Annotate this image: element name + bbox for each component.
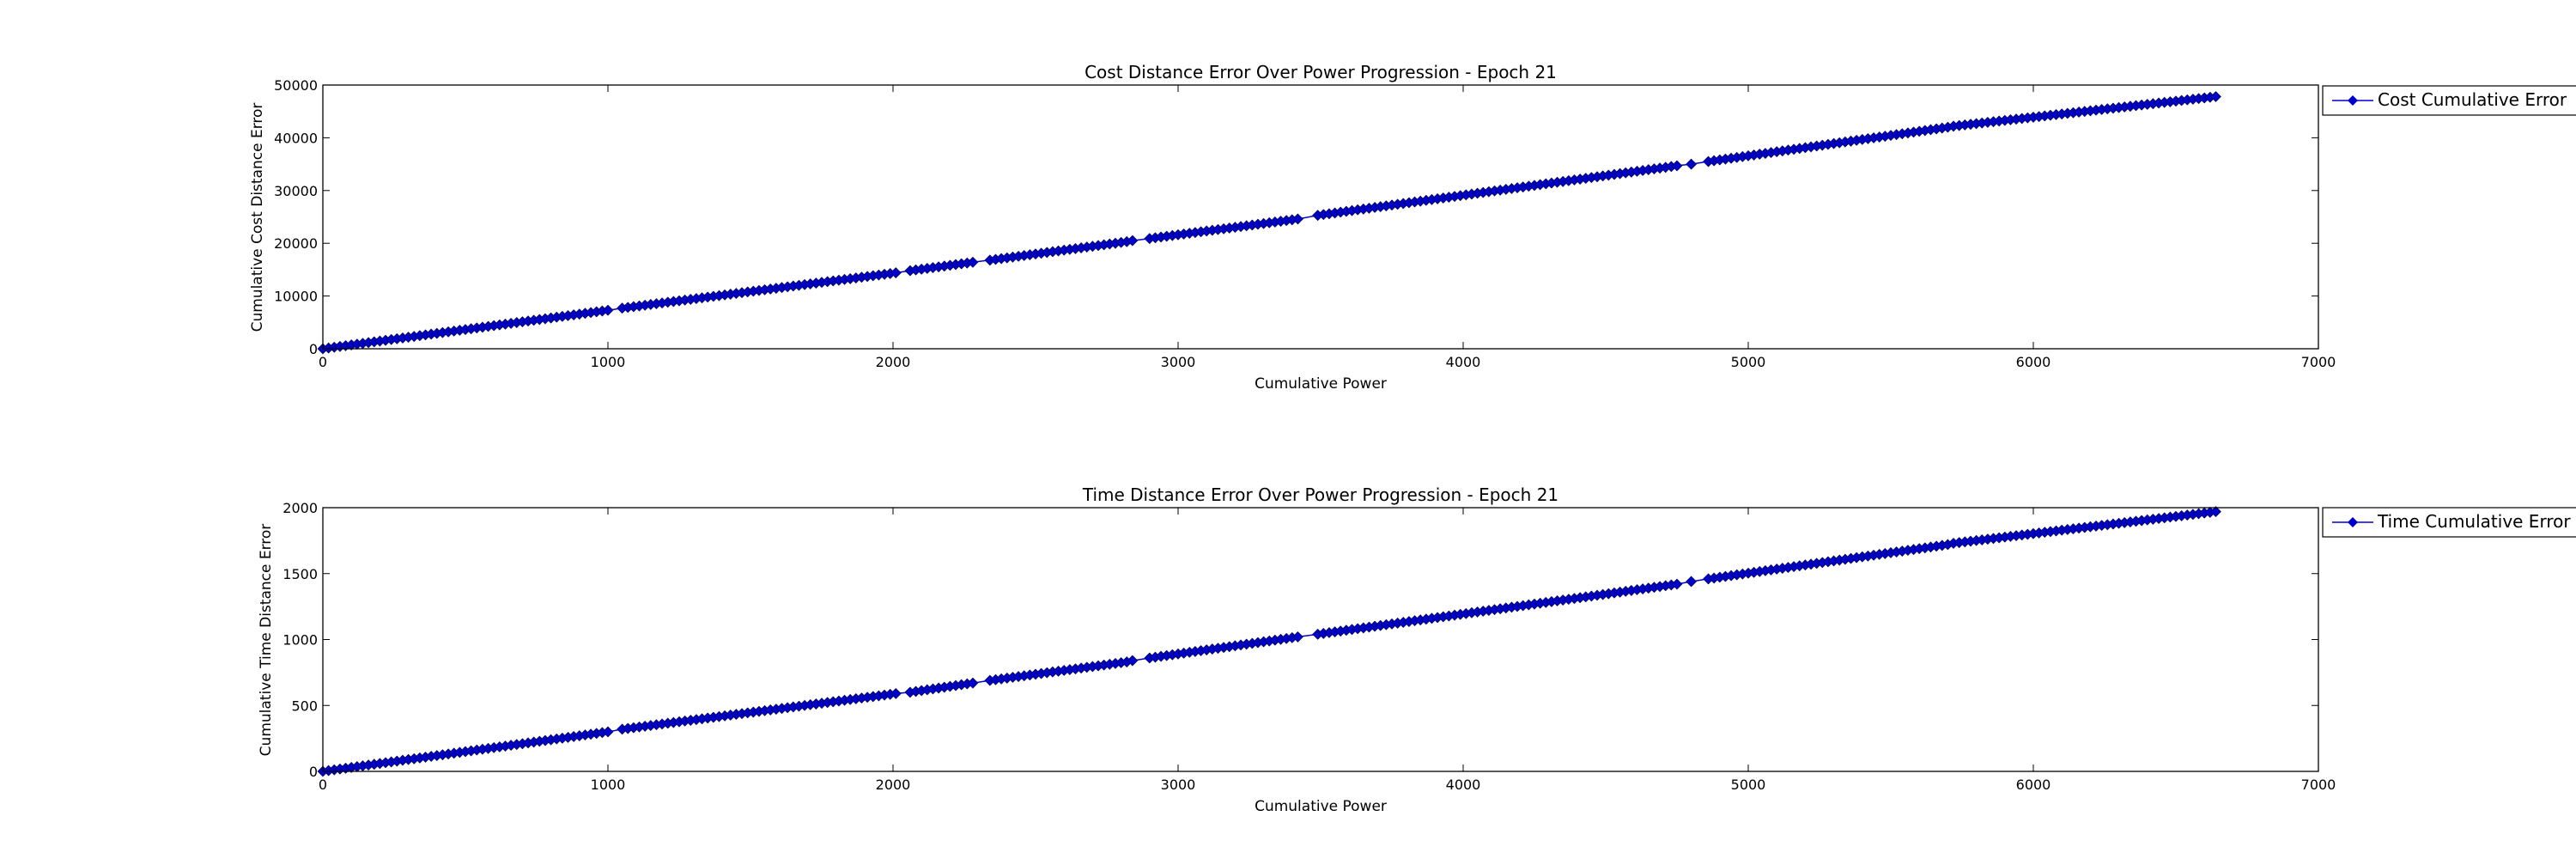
x-axis-label: Cumulative Power xyxy=(1255,375,1387,393)
data-point-marker xyxy=(602,726,614,738)
data-point-marker xyxy=(1686,158,1698,170)
data-point-marker xyxy=(1127,235,1139,247)
x-tick-label: 5000 xyxy=(1731,354,1766,370)
data-point-marker xyxy=(2210,506,2221,518)
time-chart-panel: Time Distance Error Over Power Progressi… xyxy=(258,484,2576,815)
data-point-marker xyxy=(967,677,979,689)
legend: Time Cumulative Error xyxy=(2322,507,2576,538)
x-tick-label: 3000 xyxy=(1161,777,1196,793)
series-layer xyxy=(317,506,2221,777)
y-tick-label: 2000 xyxy=(283,500,318,516)
y-tick-label: 0 xyxy=(309,764,318,780)
data-point-marker xyxy=(890,267,902,279)
series-layer xyxy=(317,91,2221,355)
x-axis-label: Cumulative Power xyxy=(1255,798,1387,815)
data-point-marker xyxy=(2210,91,2221,102)
chart-title: Time Distance Error Over Power Progressi… xyxy=(1082,484,1558,505)
y-tick-label: 20000 xyxy=(274,235,318,252)
data-point-marker xyxy=(1127,655,1139,667)
data-point-marker xyxy=(890,688,902,699)
x-tick-label: 6000 xyxy=(2016,354,2051,370)
legend: Cost Cumulative Error xyxy=(2322,85,2576,116)
y-tick-label: 1000 xyxy=(283,632,318,649)
data-point-marker xyxy=(967,256,979,268)
x-tick-label: 5000 xyxy=(1731,777,1766,793)
x-tick-label: 7000 xyxy=(2301,777,2336,793)
axis-ticks: 0 1000 2000 3000 4000 5000 6000 7000 0 500 1000 150… xyxy=(283,500,2336,793)
plot-frame xyxy=(322,507,2319,772)
y-tick-label: 40000 xyxy=(274,130,318,146)
data-point-marker xyxy=(1292,631,1303,643)
data-point-marker xyxy=(1686,576,1698,588)
x-tick-label: 4000 xyxy=(1446,777,1481,793)
x-tick-label: 7000 xyxy=(2301,354,2336,370)
y-tick-label: 500 xyxy=(291,698,318,714)
x-tick-label: 4000 xyxy=(1446,354,1481,370)
y-axis-label: Cumulative Cost Distance Error xyxy=(249,103,266,332)
legend-label: Time Cumulative Error xyxy=(2377,511,2571,532)
x-tick-label: 0 xyxy=(319,354,327,370)
data-point-marker xyxy=(1671,160,1683,172)
x-tick-label: 2000 xyxy=(876,354,911,370)
x-tick-label: 2000 xyxy=(876,777,911,793)
x-tick-label: 0 xyxy=(319,777,327,793)
legend-label: Cost Cumulative Error xyxy=(2378,89,2567,110)
data-point-marker xyxy=(1292,213,1303,225)
axis-ticks: 0 1000 2000 3000 4000 5000 6000 7000 0 10000 20000… xyxy=(274,77,2336,370)
x-tick-label: 1000 xyxy=(591,777,626,793)
x-tick-label: 1000 xyxy=(591,354,626,370)
x-tick-label: 3000 xyxy=(1161,354,1196,370)
legend-diamond-marker xyxy=(2348,517,2358,527)
plot-frame xyxy=(322,84,2319,350)
y-axis-label: Cumulative Time Distance Error xyxy=(258,524,275,757)
legend-diamond-marker xyxy=(2348,95,2358,106)
data-point-marker xyxy=(602,304,614,316)
y-tick-label: 1500 xyxy=(283,566,318,582)
y-tick-label: 30000 xyxy=(274,183,318,199)
data-point-marker xyxy=(1671,578,1683,590)
cost-chart-panel: Cost Distance Error Over Power Progressi… xyxy=(249,62,2576,393)
y-tick-label: 50000 xyxy=(274,77,318,94)
y-tick-label: 0 xyxy=(309,341,318,357)
y-tick-label: 10000 xyxy=(274,289,318,305)
chart-title: Cost Distance Error Over Power Progressi… xyxy=(1084,62,1557,82)
x-tick-label: 6000 xyxy=(2016,777,2051,793)
